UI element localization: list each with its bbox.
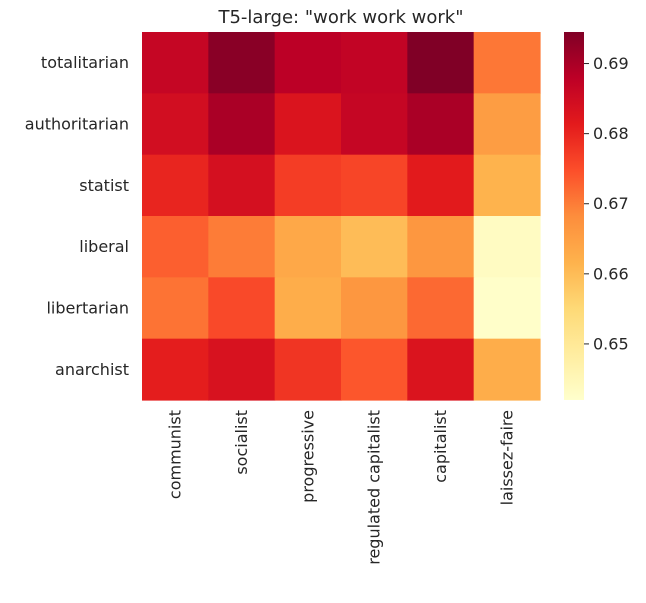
heatmap-cell-liberal-capitalist — [407, 216, 475, 278]
x-tick-label-capitalist: capitalist — [431, 410, 450, 483]
heatmap-cell-totalitarian-capitalist — [407, 32, 475, 94]
colorbar-tick-label: 0.69 — [593, 54, 629, 73]
y-tick-label-totalitarian: totalitarian — [41, 53, 129, 72]
heatmap-cell-statist-regulated-capitalist — [341, 154, 408, 217]
heatmap-cell-anarchist-capitalist — [407, 338, 475, 401]
heatmap-cell-totalitarian-laissez-faire — [473, 32, 541, 94]
heatmap-cells — [142, 32, 541, 401]
heatmap-cell-libertarian-capitalist — [407, 277, 475, 340]
y-tick-label-statist: statist — [79, 176, 129, 195]
chart-title: T5-large: "work work work" — [217, 7, 463, 28]
heatmap-cell-anarchist-communist — [142, 338, 209, 401]
heatmap-cell-libertarian-regulated-capitalist — [341, 277, 408, 340]
heatmap-cell-libertarian-communist — [142, 277, 209, 340]
heatmap-cell-totalitarian-socialist — [208, 32, 276, 94]
heatmap-cell-totalitarian-regulated-capitalist — [341, 32, 408, 94]
y-axis-labels: totalitarian authoritarian statist liberal l… — [25, 53, 129, 379]
heatmap-cell-totalitarian-communist — [142, 32, 209, 94]
colorbar-ticks: 0.65 0.66 0.67 0.68 0.69 — [584, 54, 629, 353]
heatmap-cell-statist-capitalist — [407, 154, 475, 217]
colorbar-tick-label: 0.66 — [593, 264, 629, 283]
y-tick-label-anarchist: anarchist — [55, 360, 129, 379]
heatmap-cell-liberal-laissez-faire — [473, 216, 541, 278]
heatmap-cell-authoritarian-communist — [142, 93, 209, 156]
x-tick-label-progressive: progressive — [298, 410, 317, 503]
heatmap-cell-libertarian-laissez-faire — [473, 277, 541, 340]
y-tick-label-libertarian: libertarian — [46, 299, 129, 318]
colorbar-tick-label: 0.68 — [593, 124, 629, 143]
x-axis-labels: communist socialist progressive regulated c… — [166, 410, 517, 565]
heatmap-cell-authoritarian-regulated-capitalist — [341, 93, 408, 156]
heatmap-cell-authoritarian-capitalist — [407, 93, 475, 156]
heatmap-cell-liberal-communist — [142, 216, 209, 278]
heatmap-cell-anarchist-regulated-capitalist — [341, 338, 408, 401]
x-tick-label-laissez-faire: laissez-faire — [497, 410, 516, 505]
heatmap-cell-authoritarian-progressive — [274, 93, 342, 156]
heatmap-cell-statist-laissez-faire — [473, 154, 541, 217]
colorbar-tick-label: 0.67 — [593, 194, 629, 213]
heatmap-cell-anarchist-laissez-faire — [473, 338, 541, 401]
x-tick-label-regulated-capitalist: regulated capitalist — [365, 410, 384, 565]
heatmap-cell-liberal-progressive — [274, 216, 342, 278]
heatmap-cell-anarchist-socialist — [208, 338, 276, 401]
heatmap-cell-statist-communist — [142, 154, 209, 217]
heatmap-cell-anarchist-progressive — [274, 338, 342, 401]
y-tick-label-authoritarian: authoritarian — [25, 115, 129, 134]
x-tick-label-communist: communist — [166, 410, 185, 499]
colorbar — [564, 32, 584, 400]
colorbar-tick-label: 0.65 — [593, 334, 629, 353]
heatmap-cell-libertarian-socialist — [208, 277, 276, 340]
heatmap-cell-liberal-socialist — [208, 216, 276, 278]
heatmap-cell-authoritarian-laissez-faire — [473, 93, 541, 156]
heatmap-cell-libertarian-progressive — [274, 277, 342, 340]
x-tick-label-socialist: socialist — [232, 410, 251, 475]
y-tick-label-liberal: liberal — [79, 237, 129, 256]
heatmap-cell-totalitarian-progressive — [274, 32, 342, 94]
heatmap-cell-statist-progressive — [274, 154, 342, 217]
heatmap-cell-liberal-regulated-capitalist — [341, 216, 408, 278]
heatmap-cell-authoritarian-socialist — [208, 93, 276, 156]
heatmap-cell-statist-socialist — [208, 154, 276, 217]
